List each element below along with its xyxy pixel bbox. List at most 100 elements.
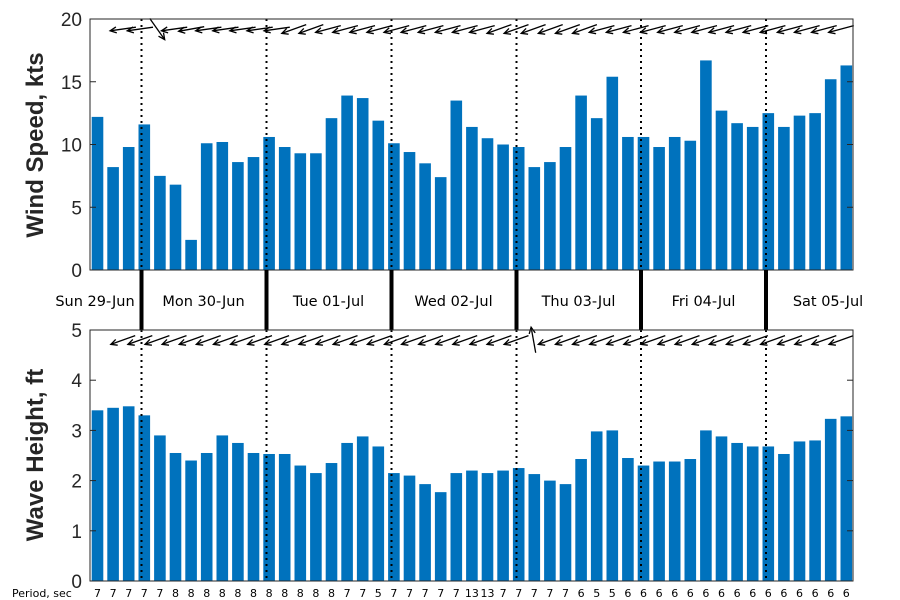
bar-0-10 [247, 157, 260, 270]
bar-0-38 [684, 140, 697, 270]
bar-0-45 [793, 115, 806, 270]
period-value-35: 6 [640, 587, 647, 600]
direction-arrow-0-41 [810, 24, 837, 35]
bar-0-37 [668, 136, 681, 270]
direction-arrow-0-35 [707, 24, 735, 35]
bar-0-43 [762, 113, 775, 271]
bar-1-25 [481, 473, 494, 581]
day-label-6: Sat 05-Jul [793, 294, 863, 310]
bar-0-21 [419, 163, 431, 270]
period-value-41: 6 [734, 587, 741, 600]
bar-1-26 [497, 470, 509, 581]
direction-arrow-0-10 [280, 23, 307, 35]
period-value-34: 6 [624, 587, 631, 600]
day-label-2: Tue 01-Jul [292, 294, 364, 310]
wind-direction-arrows [108, 18, 854, 41]
direction-arrow-1-36 [725, 334, 752, 346]
bar-0-11 [263, 136, 275, 270]
wave-height-y-ticks: 0 1 2 3 4 5 [71, 321, 853, 593]
bar-0-7 [200, 143, 213, 270]
bar-1-38 [684, 459, 697, 581]
y-tick-label-0-2: 10 [61, 136, 82, 157]
bar-0-8 [216, 141, 229, 270]
bar-1-22 [434, 492, 447, 581]
direction-arrow-0-25 [536, 23, 563, 35]
direction-arrow-1-32 [656, 334, 683, 346]
bar-1-4 [154, 435, 166, 581]
period-value-12: 8 [281, 587, 288, 600]
direction-arrow-0-16 [382, 24, 410, 35]
y-tick-label-1-1: 1 [71, 522, 82, 543]
bar-0-27 [512, 147, 525, 270]
direction-arrow-0-20 [450, 24, 478, 35]
period-value-3: 7 [141, 587, 148, 600]
direction-arrow-1-42 [827, 334, 854, 346]
wave-height-panel: 0 1 2 3 4 5 Wave Height, ft [22, 321, 854, 593]
bar-0-15 [325, 118, 338, 271]
bar-1-24 [466, 470, 478, 581]
y-tick-label-1-3: 3 [71, 421, 82, 442]
bar-1-19 [388, 473, 400, 581]
direction-arrow-0-22 [485, 23, 512, 35]
period-row: 7 7 7 7 7 8 8 8 8 8 8 8 8 8 8 8 7 7 5 7 7 7 7 7 13 13 7 7 7 7 7 6 5 5 6 6 6 6… [94, 587, 850, 600]
direction-arrow-0-33 [673, 24, 701, 35]
direction-arrow-0-18 [416, 24, 444, 35]
direction-arrow-1-2 [143, 334, 170, 346]
bar-0-5 [169, 184, 182, 270]
bar-1-18 [372, 446, 385, 581]
bar-1-3 [138, 415, 151, 581]
y-tick-label-0-1: 5 [71, 198, 82, 219]
y-tick-label-1-2: 2 [71, 472, 82, 493]
bar-0-12 [278, 147, 291, 270]
wave-direction-arrows [109, 325, 854, 353]
bar-1-29 [544, 480, 556, 581]
direction-arrow-1-21 [468, 334, 495, 346]
period-value-0: 7 [94, 587, 101, 600]
direction-arrow-1-18 [417, 334, 444, 346]
bar-1-23 [450, 473, 463, 581]
bar-0-44 [778, 126, 790, 271]
direction-arrow-1-23 [502, 334, 529, 346]
bar-0-30 [559, 147, 572, 270]
period-value-21: 7 [422, 587, 429, 600]
period-value-37: 6 [671, 587, 678, 600]
direction-arrow-1-38 [759, 334, 786, 346]
period-value-47: 6 [827, 587, 834, 600]
period-value-38: 6 [687, 587, 694, 600]
direction-arrow-1-19 [434, 334, 461, 346]
period-value-28: 7 [531, 587, 538, 600]
direction-arrow-1-41 [810, 334, 837, 346]
bar-1-11 [263, 453, 275, 581]
direction-arrow-0-21 [468, 24, 495, 35]
bar-0-23 [450, 100, 463, 270]
day-strip: Sun 29-Jun Mon 30-Jun Tue 01-Jul Wed 02-Jul… [55, 270, 863, 330]
bar-0-41 [731, 123, 743, 270]
wind-speed-y-label: Wind Speed, kts [22, 52, 49, 237]
period-value-6: 8 [188, 587, 195, 600]
period-value-11: 8 [266, 587, 273, 600]
bar-1-8 [216, 435, 229, 581]
direction-arrow-1-16 [383, 334, 410, 346]
bar-1-13 [294, 465, 307, 581]
bar-1-40 [715, 436, 728, 581]
period-value-1: 7 [110, 587, 117, 600]
direction-arrow-0-30 [621, 24, 649, 35]
period-value-20: 7 [406, 587, 413, 600]
bar-0-34 [622, 136, 634, 270]
period-value-18: 5 [375, 587, 382, 600]
direction-arrow-0-27 [571, 23, 598, 35]
direction-arrow-1-11 [297, 334, 324, 346]
direction-arrow-0-11 [297, 23, 324, 35]
direction-arrow-1-25 [536, 334, 563, 346]
bar-0-35 [637, 136, 650, 270]
bar-0-24 [466, 126, 478, 271]
direction-arrow-0-14 [348, 24, 376, 35]
bar-1-1 [107, 407, 119, 581]
bar-0-36 [653, 147, 665, 270]
bar-1-46 [809, 440, 821, 581]
bar-1-36 [653, 461, 665, 581]
direction-arrow-1-17 [400, 334, 427, 346]
bar-1-6 [185, 460, 197, 581]
bar-1-44 [778, 453, 790, 581]
